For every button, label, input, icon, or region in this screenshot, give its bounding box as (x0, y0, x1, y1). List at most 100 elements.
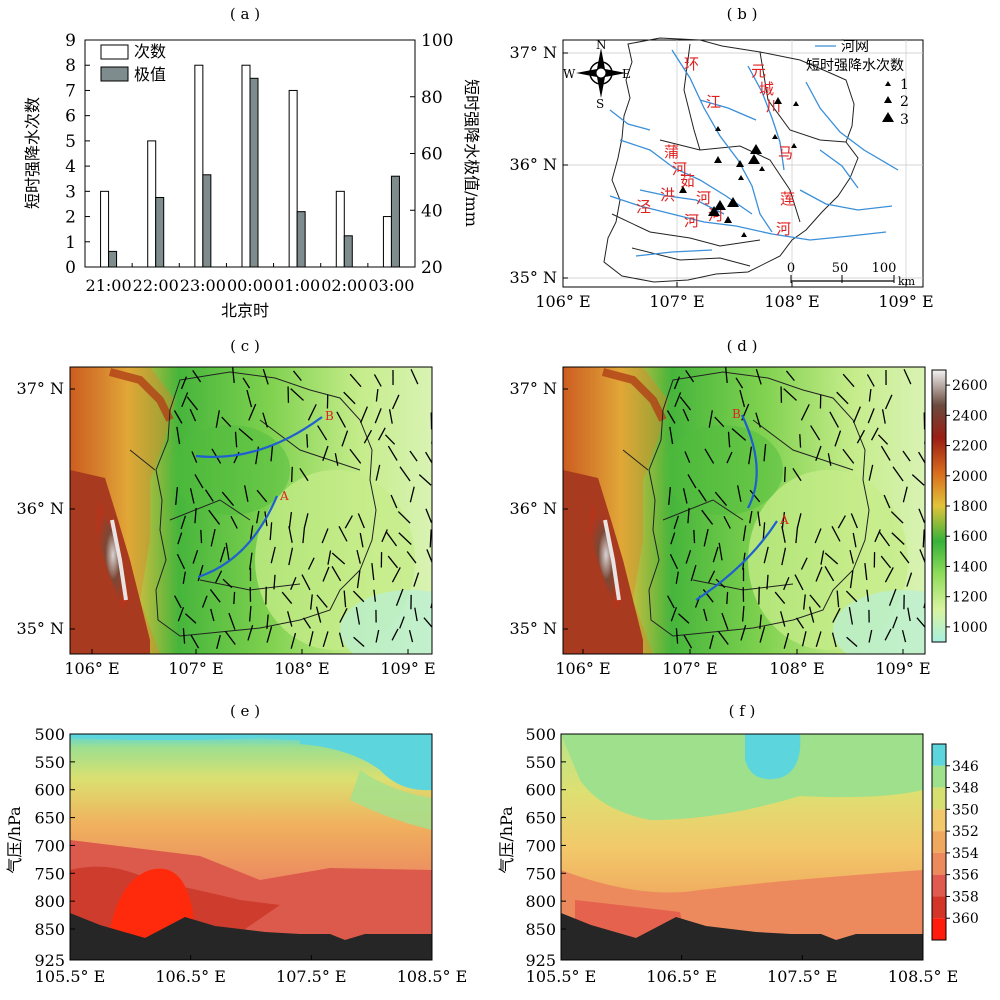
wind-barb (884, 394, 893, 410)
marker-count-1 (793, 101, 799, 106)
river-huanjiang (671, 49, 773, 233)
river-label: 元 (751, 62, 766, 80)
wind-barb (327, 550, 332, 565)
wind-barb (363, 429, 373, 444)
panel-e-plot-frame (69, 733, 433, 961)
wind-barb (800, 404, 810, 421)
colorbar-tick-label: 2000 (952, 469, 988, 485)
river-label: 马 (778, 144, 793, 162)
wind-barb (842, 448, 855, 464)
wind-barb (731, 428, 747, 441)
pressure-tick-label: 550 (34, 753, 65, 772)
marker-count-3 (708, 206, 720, 216)
bar-max (296, 211, 306, 268)
lon-tick-label: 107.5° E (767, 967, 838, 986)
pressure-tick-label: 925 (525, 951, 556, 970)
sub-boundary (611, 213, 761, 247)
wind-barb (973, 455, 977, 469)
bar-count (241, 64, 251, 268)
wind-barb (678, 613, 690, 624)
marker-count-2 (736, 160, 744, 167)
wind-barb (355, 606, 361, 625)
wind-barb (182, 628, 186, 644)
wind-barb (866, 374, 875, 387)
wind-barb (741, 605, 745, 622)
pressure-tick-label: 750 (525, 864, 556, 883)
wind-barb (456, 511, 468, 523)
x-tick-label: 03:00 (368, 276, 414, 295)
river-label: 河 (776, 220, 791, 238)
wind-barb (467, 590, 473, 603)
y-tick-label-left: 8 (65, 56, 76, 76)
wind-barb (180, 515, 187, 530)
cross-section-line-a (695, 520, 778, 601)
wind-barb (391, 628, 399, 641)
wind-barb (919, 549, 925, 563)
marker-count-2 (724, 216, 732, 223)
river-label: 环 (684, 55, 699, 73)
colorbar-tick-label: 1200 (952, 590, 988, 606)
marker-count-3 (727, 197, 739, 207)
wind-barb (703, 529, 709, 547)
wind-barb (687, 507, 690, 524)
colorbar-tick-label: 358 (952, 889, 979, 905)
panel-d-label: ( d ) (727, 337, 758, 355)
colorbar-tick-label: 1400 (952, 559, 988, 575)
wind-barb (484, 573, 487, 589)
wind-barb (234, 431, 238, 448)
wind-barb (439, 473, 448, 486)
wind-barb (360, 406, 368, 424)
line-label-a: A (279, 489, 289, 503)
wind-barb (316, 594, 328, 608)
pressure-tick-label: 700 (525, 836, 556, 855)
wind-barb (352, 590, 365, 603)
river-label: 莲 (780, 190, 795, 208)
wind-barb (321, 528, 329, 544)
colorbar-tick-label: 348 (952, 781, 979, 797)
wind-barb (322, 566, 330, 582)
wind-barb (248, 605, 252, 622)
wind-barb (808, 606, 815, 623)
lat-tick-label: 36° N (510, 499, 557, 518)
wind-barb (922, 529, 925, 548)
wind-barb (837, 515, 846, 529)
wind-barb (435, 627, 436, 640)
line-label-b: B (325, 409, 334, 423)
wind-barb (232, 367, 235, 384)
wind-barb (215, 410, 220, 428)
wind-barb (717, 630, 729, 645)
wind-barb (748, 446, 753, 465)
wind-barb (435, 591, 445, 600)
panel-b-label: ( b ) (727, 5, 758, 23)
wind-barb (248, 403, 257, 421)
wind-barb (465, 431, 474, 446)
colorbar-segment (932, 765, 946, 788)
wind-barb (810, 425, 821, 441)
wind-barb (856, 429, 866, 444)
x-tick-label: 22:00 (133, 276, 179, 295)
lat-tick-label: 35° N (510, 268, 557, 287)
wind-barb (853, 406, 861, 424)
wind-barb (288, 512, 293, 529)
bar-count (335, 190, 345, 268)
wind-barb (291, 466, 293, 482)
wind-barb (831, 526, 841, 542)
wind-barb (371, 563, 375, 581)
legend-count-2: 2 (900, 94, 909, 110)
wind-barb (317, 425, 328, 441)
wind-barb (848, 606, 854, 625)
panel-c-label: ( c ) (230, 337, 260, 355)
wind-barb (670, 532, 676, 545)
river-label: 洪 (660, 186, 675, 204)
wind-barb (766, 574, 769, 590)
legend-swatch-count (100, 44, 129, 60)
wind-barb (238, 428, 254, 441)
wind-barb (852, 532, 857, 548)
x-tick-label: 21:00 (86, 276, 132, 295)
terrain-colorbar (931, 369, 947, 643)
wind-barb (673, 376, 681, 390)
wind-barb (373, 374, 382, 387)
wind-barb (781, 547, 787, 566)
panel-a-ylabel-right: 短时强降水极值/mm (462, 79, 481, 227)
x-tick-label: 02:00 (321, 276, 367, 295)
